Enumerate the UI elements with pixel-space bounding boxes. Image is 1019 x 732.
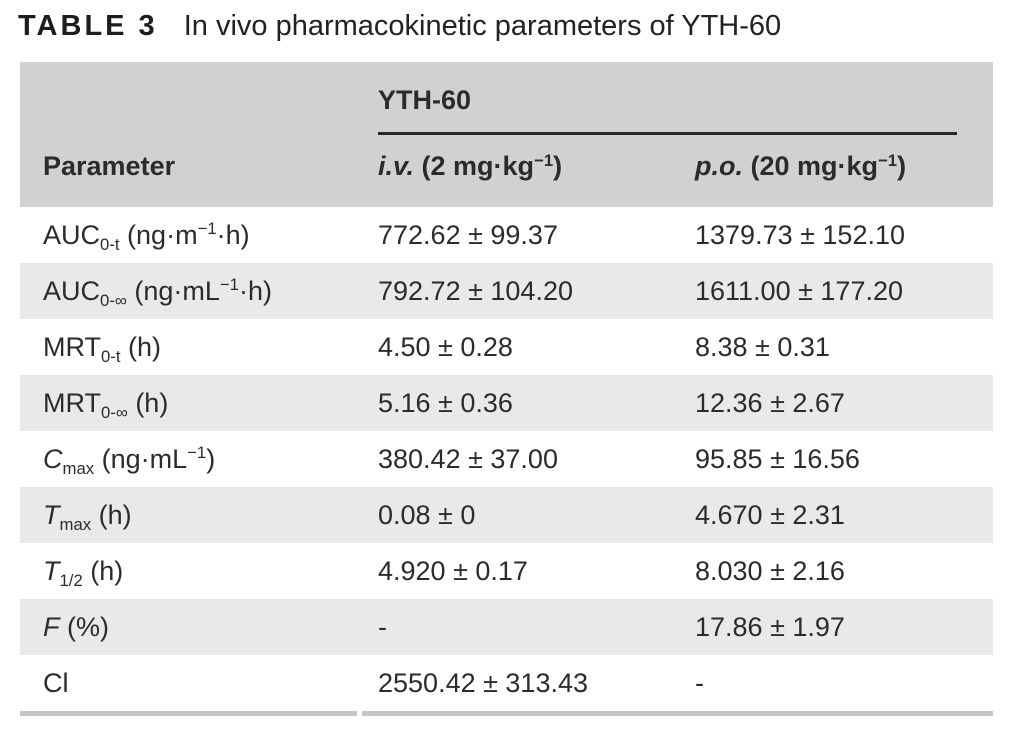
iv-value-cell: 0.08 ± 0: [378, 499, 476, 530]
parameter-cell: T1/2 (h): [43, 555, 124, 590]
group-header-rule: [378, 132, 957, 135]
iv-value-cell: 4.50 ± 0.28: [378, 331, 513, 362]
table-caption-text: In vivo pharmacokinetic parameters of YT…: [183, 10, 782, 42]
parameter-cell: Cl: [43, 667, 69, 698]
po-value-cell: 17.86 ± 1.97: [695, 611, 845, 642]
parameter-cell: AUC0-t (ng·m−1·h): [43, 219, 250, 254]
table-header: YTH-60 Parameter i.v. (2 mg·kg−1) p.o. (…: [20, 62, 993, 207]
column-header-row: Parameter i.v. (2 mg·kg−1) p.o. (20 mg·k…: [20, 150, 993, 182]
parameter-cell: Cmax (ng·mL−1): [43, 443, 216, 478]
table-body: AUC0-t (ng·m−1·h) 772.62 ± 99.37 1379.73…: [20, 207, 993, 711]
iv-value-cell: 5.16 ± 0.36: [378, 387, 513, 418]
parameter-cell: MRT0-∞ (h): [43, 387, 169, 422]
po-value-cell: 95.85 ± 16.56: [695, 443, 860, 474]
column-header-po: p.o. (20 mg·kg−1): [695, 150, 907, 181]
bottom-rule-left-segment: [20, 711, 357, 716]
pharmacokinetics-table: YTH-60 Parameter i.v. (2 mg·kg−1) p.o. (…: [20, 62, 993, 716]
parameter-cell: AUC0-∞ (ng·mL−1·h): [43, 275, 272, 310]
group-header-label: YTH-60: [378, 85, 472, 115]
iv-value-cell: 380.42 ± 37.00: [378, 443, 558, 474]
table-row: Tmax (h) 0.08 ± 0 4.670 ± 2.31: [20, 487, 993, 543]
parameter-cell: Tmax (h): [43, 499, 132, 534]
parameter-cell: MRT0-t (h): [43, 331, 162, 366]
table-row: AUC0-∞ (ng·mL−1·h) 792.72 ± 104.20 1611.…: [20, 263, 993, 319]
table-number: TABLE 3: [18, 10, 158, 42]
table-row: MRT0-t (h) 4.50 ± 0.28 8.38 ± 0.31: [20, 319, 993, 375]
iv-value-cell: -: [378, 611, 387, 642]
table-row: F (%) - 17.86 ± 1.97: [20, 599, 993, 655]
po-value-cell: 8.030 ± 2.16: [695, 555, 845, 586]
iv-value-cell: 2550.42 ± 313.43: [378, 667, 589, 698]
bottom-rule-right-segment: [362, 711, 993, 716]
po-value-cell: 1379.73 ± 152.10: [695, 219, 906, 250]
iv-value-cell: 772.62 ± 99.37: [378, 219, 558, 250]
po-value-cell: 12.36 ± 2.67: [695, 387, 845, 418]
table-row: MRT0-∞ (h) 5.16 ± 0.36 12.36 ± 2.67: [20, 375, 993, 431]
column-header-parameter: Parameter: [43, 151, 176, 181]
table-bottom-rule: [20, 711, 993, 716]
table-caption: TABLE 3 In vivo pharmacokinetic parameter…: [18, 8, 781, 44]
po-value-cell: 1611.00 ± 177.20: [695, 275, 903, 306]
iv-value-cell: 792.72 ± 104.20: [378, 275, 573, 306]
po-value-cell: 8.38 ± 0.31: [695, 331, 830, 362]
table-row: AUC0-t (ng·m−1·h) 772.62 ± 99.37 1379.73…: [20, 207, 993, 263]
table-row: T1/2 (h) 4.920 ± 0.17 8.030 ± 2.16: [20, 543, 993, 599]
po-value-cell: 4.670 ± 2.31: [695, 499, 845, 530]
po-value-cell: -: [695, 667, 704, 698]
parameter-cell: F (%): [43, 611, 109, 642]
column-header-iv: i.v. (2 mg·kg−1): [378, 150, 563, 181]
bottom-rule-gap: [357, 711, 362, 716]
table-row: Cl 2550.42 ± 313.43 -: [20, 655, 993, 711]
table-row: Cmax (ng·mL−1) 380.42 ± 37.00 95.85 ± 16…: [20, 431, 993, 487]
iv-value-cell: 4.920 ± 0.17: [378, 555, 528, 586]
